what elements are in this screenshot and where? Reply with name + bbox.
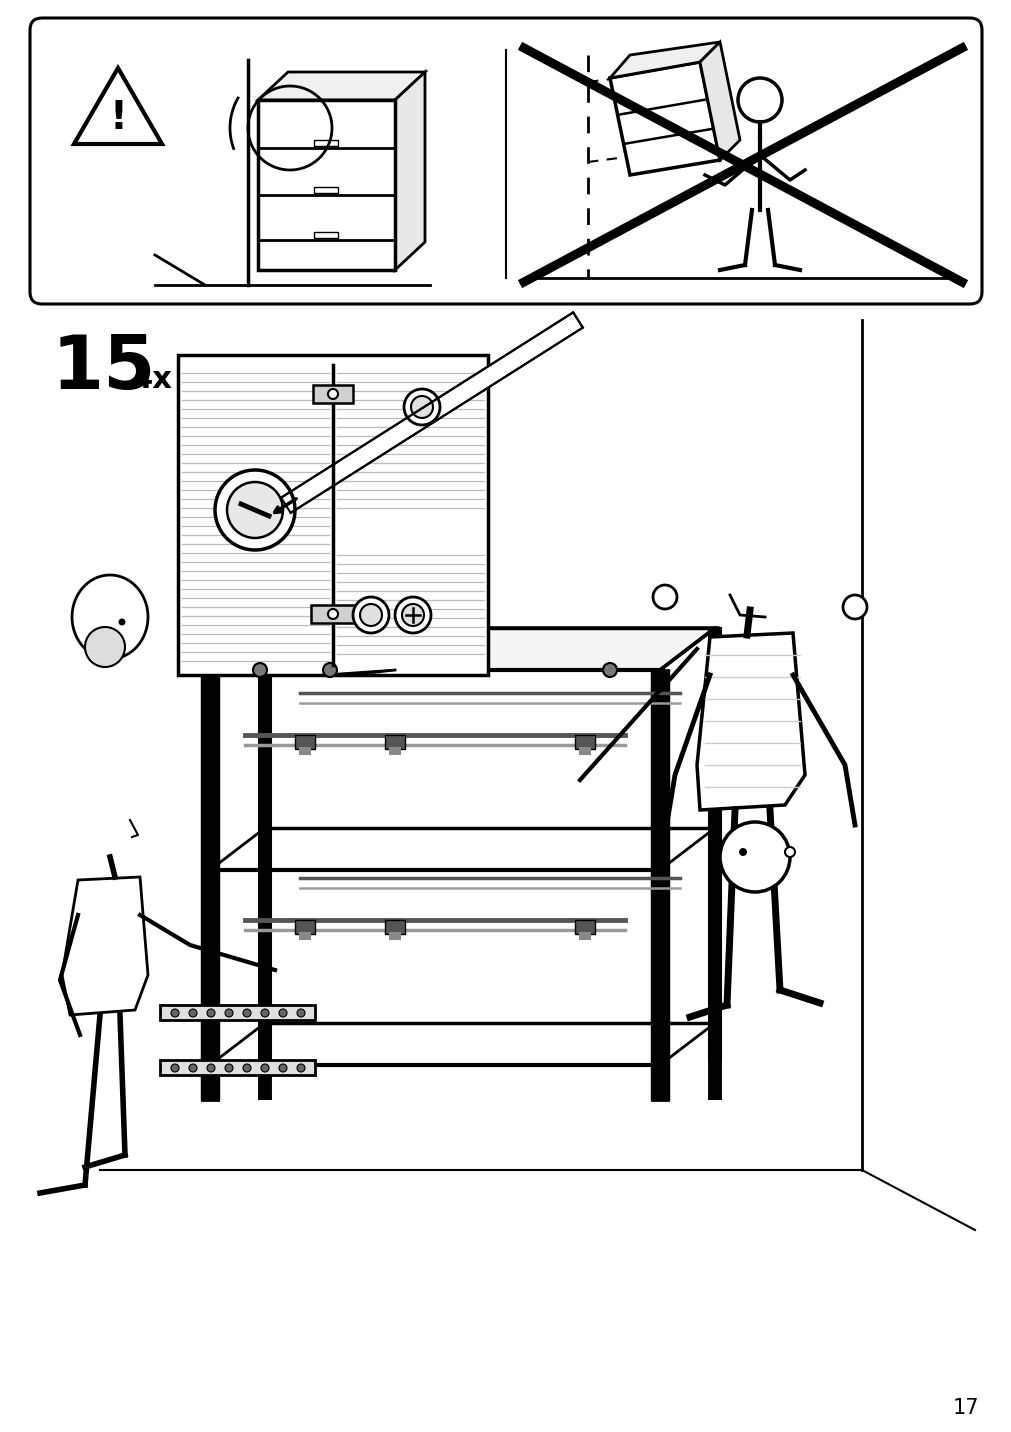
Bar bbox=[312, 385, 353, 402]
Circle shape bbox=[353, 597, 388, 633]
Bar bbox=[160, 1005, 314, 1020]
Circle shape bbox=[279, 1064, 287, 1073]
Polygon shape bbox=[72, 576, 148, 659]
Circle shape bbox=[394, 597, 431, 633]
Circle shape bbox=[323, 663, 337, 677]
Bar bbox=[578, 932, 590, 939]
Circle shape bbox=[652, 586, 676, 609]
Bar bbox=[388, 932, 400, 939]
Circle shape bbox=[842, 596, 866, 619]
Circle shape bbox=[171, 1064, 179, 1073]
Circle shape bbox=[785, 846, 795, 856]
Circle shape bbox=[171, 1010, 179, 1017]
Bar bbox=[258, 100, 394, 271]
Bar bbox=[578, 748, 590, 755]
Circle shape bbox=[296, 1010, 304, 1017]
Circle shape bbox=[719, 822, 790, 892]
Circle shape bbox=[410, 397, 433, 418]
Bar bbox=[313, 140, 338, 146]
Bar bbox=[384, 919, 404, 934]
Bar bbox=[298, 932, 310, 939]
Circle shape bbox=[401, 604, 424, 626]
Bar bbox=[178, 355, 487, 674]
FancyBboxPatch shape bbox=[30, 19, 981, 304]
Bar bbox=[310, 604, 355, 623]
Bar bbox=[651, 670, 667, 1100]
Circle shape bbox=[226, 483, 283, 538]
Polygon shape bbox=[258, 72, 425, 100]
Polygon shape bbox=[610, 42, 719, 77]
Circle shape bbox=[224, 1064, 233, 1073]
Circle shape bbox=[261, 1010, 269, 1017]
Circle shape bbox=[85, 627, 125, 667]
Polygon shape bbox=[610, 62, 719, 175]
Bar bbox=[298, 748, 310, 755]
Bar bbox=[574, 735, 594, 749]
Polygon shape bbox=[394, 72, 425, 271]
Circle shape bbox=[207, 1064, 214, 1073]
Circle shape bbox=[243, 1010, 251, 1017]
Polygon shape bbox=[281, 312, 582, 513]
Polygon shape bbox=[62, 876, 148, 1015]
Circle shape bbox=[360, 604, 381, 626]
Circle shape bbox=[603, 663, 617, 677]
Text: 17: 17 bbox=[951, 1398, 979, 1418]
Circle shape bbox=[261, 1064, 269, 1073]
Text: 4x: 4x bbox=[132, 365, 173, 394]
Bar bbox=[202, 670, 217, 1100]
Text: 15: 15 bbox=[52, 332, 157, 405]
Bar bbox=[388, 748, 400, 755]
Circle shape bbox=[328, 609, 338, 619]
Polygon shape bbox=[700, 42, 739, 160]
Circle shape bbox=[738, 848, 746, 856]
Bar bbox=[709, 629, 720, 1058]
Bar bbox=[313, 188, 338, 193]
Circle shape bbox=[253, 663, 267, 677]
Circle shape bbox=[328, 390, 338, 400]
Polygon shape bbox=[74, 67, 162, 145]
Bar bbox=[259, 629, 271, 1058]
Bar bbox=[295, 735, 314, 749]
Polygon shape bbox=[210, 629, 715, 670]
Circle shape bbox=[403, 390, 440, 425]
Text: !: ! bbox=[109, 99, 126, 137]
Bar bbox=[160, 1060, 314, 1075]
Circle shape bbox=[243, 1064, 251, 1073]
Bar bbox=[574, 919, 594, 934]
Bar bbox=[295, 919, 314, 934]
Polygon shape bbox=[697, 633, 804, 811]
Circle shape bbox=[189, 1064, 197, 1073]
Circle shape bbox=[189, 1010, 197, 1017]
Circle shape bbox=[118, 619, 125, 626]
Bar bbox=[384, 735, 404, 749]
Circle shape bbox=[214, 470, 295, 550]
Circle shape bbox=[224, 1010, 233, 1017]
Circle shape bbox=[279, 1010, 287, 1017]
Circle shape bbox=[296, 1064, 304, 1073]
Circle shape bbox=[207, 1010, 214, 1017]
Bar bbox=[313, 232, 338, 238]
